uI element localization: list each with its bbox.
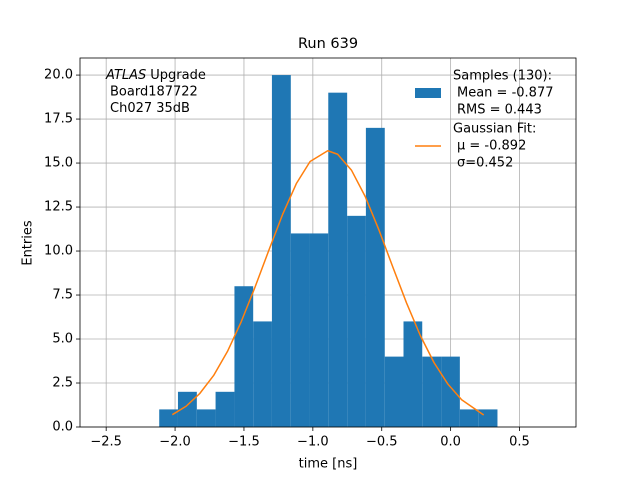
annotation-part: ATLAS <box>105 68 146 83</box>
bar <box>422 356 442 427</box>
y-tick-label: 12.5 <box>44 200 73 215</box>
x-tick-label: 0.0 <box>440 435 461 450</box>
x-tick-label: 0.5 <box>509 435 530 450</box>
bar <box>347 215 366 427</box>
bar <box>159 409 178 427</box>
annotation-part: Upgrade <box>150 68 206 83</box>
y-axis-label: Entries <box>21 220 36 266</box>
y-tick-label: 17.5 <box>44 112 73 127</box>
bar <box>290 233 310 427</box>
x-tick-label: −1.5 <box>228 435 260 450</box>
fit-curve <box>171 149 485 416</box>
bar <box>365 127 385 427</box>
plot-area <box>159 75 498 428</box>
bar <box>196 409 216 427</box>
x-axis-label: time [ns] <box>299 457 358 472</box>
bar <box>309 233 329 427</box>
y-tick-label: 10.0 <box>44 244 73 259</box>
y-tick-label: 2.5 <box>52 376 73 391</box>
annotation: Board187722 <box>110 84 198 99</box>
chart-title: Run 639 <box>298 36 358 52</box>
y-tick-label: 20.0 <box>44 68 73 83</box>
legend-label: RMS = 0.443 <box>457 103 542 118</box>
legend-swatch <box>415 88 441 98</box>
axes-frame <box>79 57 577 428</box>
bar <box>403 321 423 427</box>
bar <box>215 391 235 427</box>
annotation-part: Board187722 <box>110 84 198 99</box>
bar <box>478 409 498 427</box>
legend-label: Samples (130): <box>453 69 552 84</box>
y-tick-label: 15.0 <box>44 156 73 171</box>
x-tick-label: −2.5 <box>90 435 122 450</box>
y-tick-label: 0.0 <box>52 420 73 435</box>
bar <box>459 409 479 427</box>
bar <box>441 356 460 427</box>
legend-label: Gaussian Fit: <box>453 122 536 137</box>
x-tick-label: −2.0 <box>159 435 191 450</box>
annotation: ATLAS Upgrade <box>105 68 206 83</box>
annotation: Ch027 35dB <box>110 101 190 116</box>
bar <box>328 92 348 428</box>
bar <box>253 321 272 427</box>
x-tick-label: −1.0 <box>297 435 329 450</box>
bar <box>234 286 254 427</box>
annotation-part: Ch027 35dB <box>110 101 190 116</box>
legend-label: μ = -0.892 <box>457 139 526 154</box>
bar <box>384 356 404 427</box>
bar <box>271 75 291 428</box>
legend-label: Mean = -0.877 <box>457 86 553 101</box>
legend-label: σ=0.452 <box>457 156 513 171</box>
y-tick-label: 7.5 <box>52 288 73 303</box>
x-tick-label: −0.5 <box>366 435 398 450</box>
y-tick-label: 5.0 <box>52 332 73 347</box>
